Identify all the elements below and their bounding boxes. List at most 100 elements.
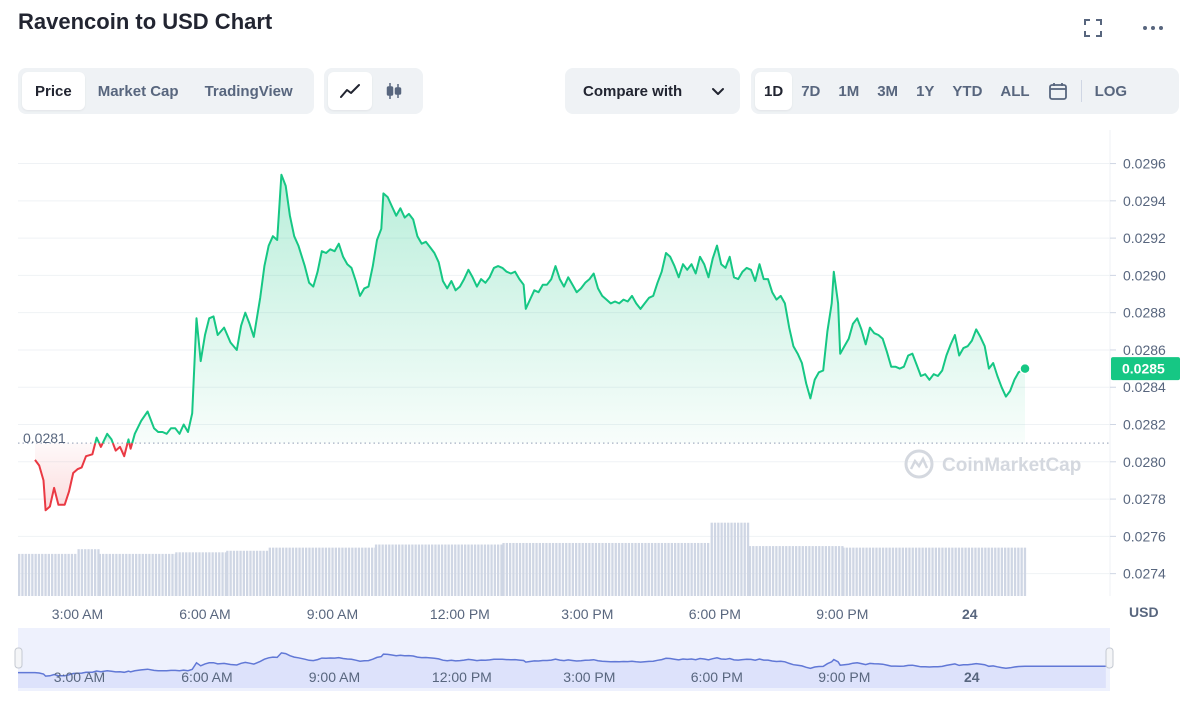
navigator-tick-label: 12:00 PM [432, 669, 492, 685]
volume-bar [752, 546, 755, 596]
compare-dropdown[interactable]: Compare with [565, 68, 740, 114]
volume-bar [27, 553, 31, 596]
currency-label: USD [1129, 604, 1159, 620]
tab-price[interactable]: Price [22, 72, 85, 110]
volume-bar [693, 542, 697, 596]
calendar-button[interactable] [1039, 72, 1077, 110]
volume-bar [262, 550, 265, 596]
volume-bar [128, 553, 131, 596]
navigator-line [18, 652, 1106, 677]
volume-bar [680, 542, 683, 596]
volume-bar [775, 546, 778, 596]
volume-bar [51, 553, 54, 596]
volume-bar [144, 553, 148, 596]
volume-bar [828, 546, 831, 596]
volume-bar [758, 546, 762, 596]
volume-bar [421, 544, 424, 596]
navigator-right-handle[interactable] [1105, 647, 1114, 669]
range-1y[interactable]: 1Y [916, 82, 935, 100]
chart-title: Ravencoin to USD Chart [18, 9, 273, 34]
volume-bar [604, 542, 607, 596]
range-1d[interactable]: 1D [755, 72, 793, 110]
volume-bar [301, 547, 304, 596]
volume-bar [842, 547, 845, 596]
volume-bar [931, 547, 934, 596]
volume-bar [161, 553, 164, 596]
navigator-x-axis: 3:00 AM 6:00 AM 9:00 AM 12:00 PM 3:00 PM 6:00… [54, 669, 980, 685]
volume-bar [298, 547, 301, 596]
price-area-down [112, 443, 128, 457]
x-tick-label: 6:00 PM [689, 606, 741, 622]
range-3m[interactable]: 3M [877, 82, 899, 100]
volume-bar [528, 542, 532, 596]
volume-bar [417, 544, 421, 596]
price-area-down [35, 443, 96, 511]
volume-bar [798, 546, 801, 596]
volume-bar [601, 542, 604, 596]
time-range-selector: 1D 7D 1M 3M 1Y YTD ALL LOG [751, 68, 1179, 114]
range-navigator[interactable]: 3:00 AM 6:00 AM 9:00 AM 12:00 PM 3:00 PM 6:00… [14, 628, 1114, 691]
volume-bar [670, 542, 673, 596]
volume-bar [141, 553, 144, 596]
volume-bar [125, 553, 128, 596]
volume-bar [164, 553, 168, 596]
volume-bar [151, 553, 154, 596]
navigator-tick-label: 24 [964, 669, 980, 685]
navigator-tick-label: 3:00 PM [563, 669, 615, 685]
volume-bar [967, 547, 971, 596]
x-tick-label: 3:00 PM [561, 606, 613, 622]
fullscreen-icon[interactable] [1081, 16, 1105, 40]
volume-bar [644, 542, 647, 596]
watermark-logo-mark [909, 456, 929, 470]
volume-bar [229, 550, 232, 596]
volume-bar [558, 542, 561, 596]
volume-bar [743, 522, 746, 596]
y-tick-label: 0.0288 [1123, 305, 1166, 321]
volume-bar [364, 547, 367, 596]
volume-bar [344, 547, 347, 596]
y-tick-label: 0.0290 [1123, 267, 1166, 283]
volume-bar [252, 550, 255, 596]
volume-bar [872, 547, 875, 596]
volume-bar [781, 546, 785, 596]
volume-bar [824, 546, 828, 596]
volume-bar [454, 544, 457, 596]
volume-bar [311, 547, 314, 596]
range-all[interactable]: ALL [1000, 82, 1030, 100]
volume-bar [525, 542, 528, 596]
open-price-label: 0.0281 [23, 430, 66, 446]
line-chart-button[interactable] [328, 72, 372, 110]
volume-bar [1017, 547, 1020, 596]
volume-bar [987, 547, 990, 596]
x-tick-label: 9:00 AM [307, 606, 358, 622]
log-scale-toggle[interactable]: LOG [1094, 82, 1128, 100]
volume-bar [178, 552, 181, 596]
volume-bar [954, 547, 957, 596]
volume-bar [755, 546, 758, 596]
more-dots-icon[interactable] [1141, 16, 1165, 40]
navigator-left-handle[interactable] [14, 647, 23, 669]
volume-bar [791, 546, 795, 596]
tab-market-cap[interactable]: Market Cap [97, 82, 179, 100]
candlestick-button[interactable] [372, 72, 416, 110]
volume-bar [548, 542, 551, 596]
volume-bar [875, 547, 878, 596]
tab-tradingview[interactable]: TradingView [204, 82, 293, 100]
volume-bar [221, 552, 224, 596]
volume-bar [259, 550, 262, 596]
range-1m[interactable]: 1M [838, 82, 860, 100]
volume-bar [795, 546, 798, 596]
volume-bar [34, 553, 37, 596]
range-7d[interactable]: 7D [801, 82, 821, 100]
volume-bar [308, 547, 311, 596]
y-tick-label: 0.0276 [1123, 528, 1166, 544]
volume-bar [977, 547, 980, 596]
volume-bar [778, 546, 781, 596]
price-line-up [131, 173, 1026, 444]
volume-bar [788, 546, 791, 596]
volume-bar [974, 547, 977, 596]
watermark: CoinMarketCap [904, 449, 1081, 479]
volume-bar [957, 547, 961, 596]
range-ytd[interactable]: YTD [952, 82, 983, 100]
